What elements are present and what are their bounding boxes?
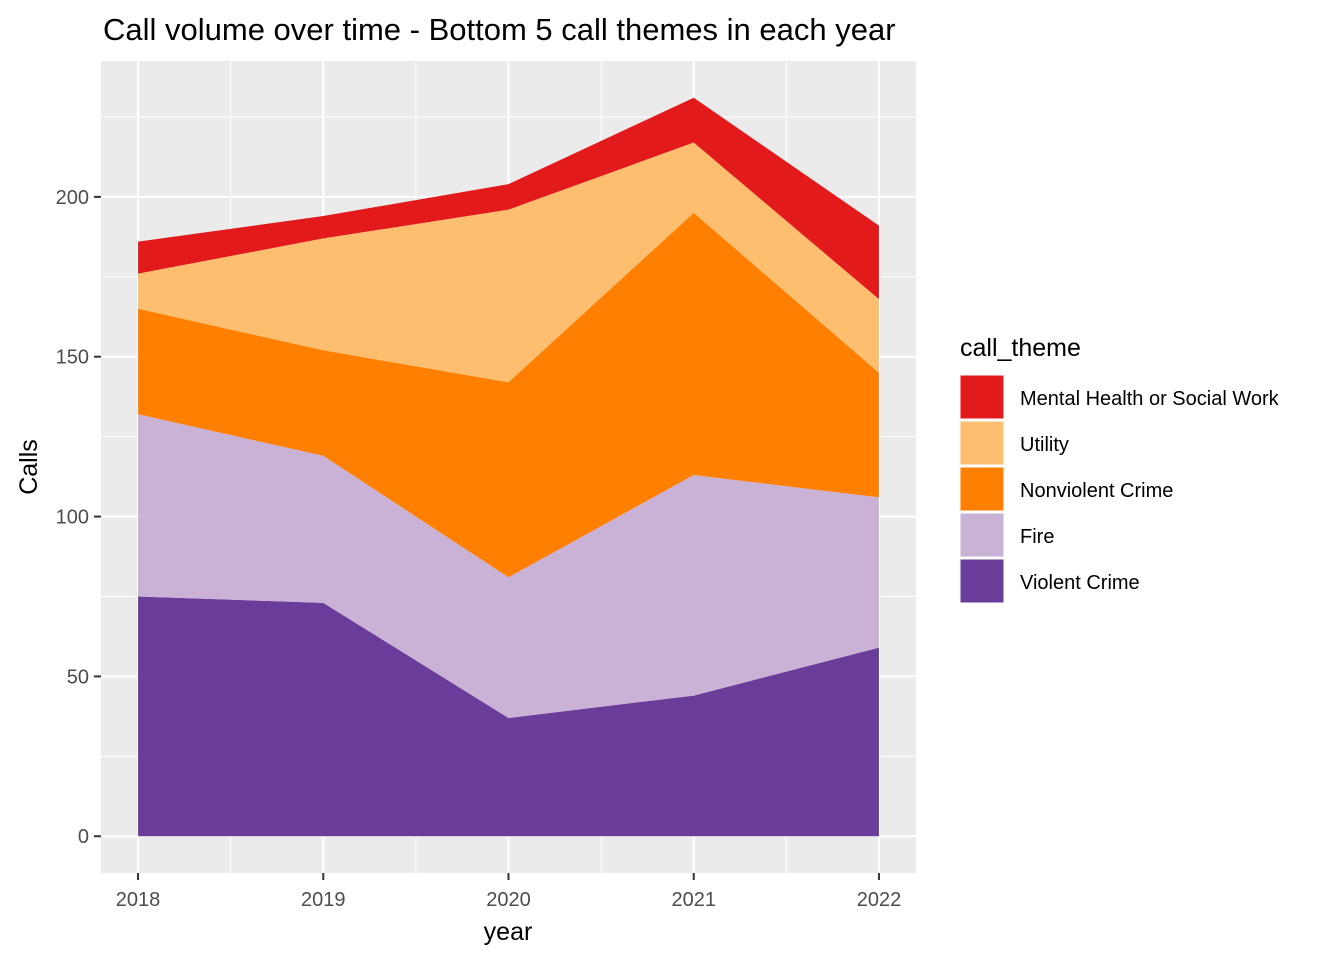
area-nonviolent-crime <box>138 212 879 578</box>
area-series <box>138 97 879 837</box>
legend: call_theme Mental Health or Social Work U… <box>959 334 1280 604</box>
y-axis: 0 50 100 150 200 <box>56 187 101 848</box>
area-mental-health-or-social-work <box>138 97 879 300</box>
legend-label-nonviolent-crime: Nonviolent Crime <box>1020 480 1173 502</box>
area-utility <box>138 142 879 383</box>
legend-key-mental-health-or-social-work <box>959 374 1005 420</box>
y-tick-label-150: 150 <box>56 347 89 369</box>
legend-items: Mental Health or Social Work Utility Nonvi… <box>959 374 1280 604</box>
legend-label-mental-health-or-social-work: Mental Health or Social Work <box>1020 388 1280 410</box>
area-fire <box>138 414 879 718</box>
x-axis-title: year <box>484 918 533 946</box>
y-tick-label-200: 200 <box>56 187 89 209</box>
x-tick-label-2019: 2019 <box>301 889 346 911</box>
legend-key-violent-crime <box>959 558 1005 604</box>
x-tick-label-2018: 2018 <box>116 889 161 911</box>
x-tick-label-2020: 2020 <box>486 889 531 911</box>
chart-title: Call volume over time - Bottom 5 call th… <box>103 12 896 47</box>
area-violent-crime <box>138 596 879 837</box>
y-tick-label-50: 50 <box>67 666 89 688</box>
legend-key-fire <box>959 512 1005 558</box>
y-tick-label-100: 100 <box>56 507 89 529</box>
y-axis-title: Calls <box>15 439 43 495</box>
y-tick-label-0: 0 <box>78 826 89 848</box>
x-tick-label-2021: 2021 <box>671 889 716 911</box>
legend-key-utility <box>959 420 1005 466</box>
x-tick-label-2022: 2022 <box>857 889 902 911</box>
legend-key-nonviolent-crime <box>959 466 1005 512</box>
legend-label-violent-crime: Violent Crime <box>1020 572 1140 594</box>
legend-label-fire: Fire <box>1020 526 1054 548</box>
x-axis: 2018 2019 2020 2021 2022 <box>116 873 901 911</box>
legend-title: call_theme <box>960 334 1081 362</box>
legend-label-utility: Utility <box>1020 434 1069 456</box>
